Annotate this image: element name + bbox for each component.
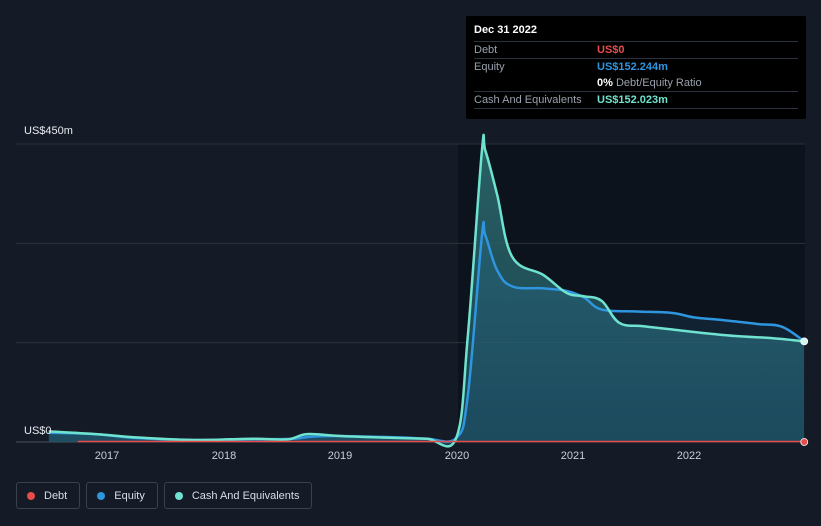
legend-label: Equity xyxy=(114,489,145,502)
chart-areas xyxy=(48,134,805,447)
tooltip-row-cash: Cash And Equivalents US$152.023m xyxy=(474,91,798,109)
tooltip-value: 0% Debt/Equity Ratio xyxy=(597,75,702,91)
tooltip-key: Cash And Equivalents xyxy=(474,94,582,106)
equity-area-fill xyxy=(48,222,805,442)
legend-label: Debt xyxy=(44,489,68,502)
legend-label: Cash And Equivalents xyxy=(191,489,300,502)
data-tooltip: Dec 31 2022 Debt US$0 Equity US$152.244m… xyxy=(466,16,806,119)
tooltip-value: US$152.244m xyxy=(597,61,668,73)
tooltip-row-equity: Equity US$152.244m xyxy=(474,58,798,75)
legend-dot-icon xyxy=(97,491,106,500)
tooltip-key: Equity xyxy=(474,61,505,73)
tooltip-value: US$0 xyxy=(597,44,625,56)
tooltip-row-ratio: 0% Debt/Equity Ratio xyxy=(474,75,798,91)
end-marker-cash-and-equivalents xyxy=(800,337,809,346)
cash-area-fill xyxy=(48,134,805,447)
legend-dot-icon xyxy=(27,491,35,500)
x-tick-2020: 2020 xyxy=(444,450,470,462)
legend-item-equity[interactable]: Equity xyxy=(86,482,158,509)
tooltip-key: Debt xyxy=(474,44,498,56)
tooltip-row-debt: Debt US$0 xyxy=(474,41,798,58)
chart-end-markers xyxy=(800,337,809,446)
y-axis-max-label: US$450m xyxy=(24,125,73,137)
x-tick-2019: 2019 xyxy=(327,450,353,462)
x-tick-2018: 2018 xyxy=(211,450,237,462)
x-tick-2017: 2017 xyxy=(94,450,120,462)
legend-item-cash[interactable]: Cash And Equivalents xyxy=(163,482,313,509)
x-tick-2021: 2021 xyxy=(560,450,586,462)
series-line-cash-and-equivalents xyxy=(48,133,805,448)
y-axis-min-label: US$0 xyxy=(24,425,52,437)
chart-legend: Debt Equity Cash And Equivalents xyxy=(16,482,313,509)
tooltip-date: Dec 31 2022 xyxy=(474,24,537,36)
tooltip-value: US$152.023m xyxy=(597,94,668,106)
ratio-value: 0% xyxy=(597,77,613,89)
legend-dot-icon xyxy=(174,491,183,500)
chart-lines xyxy=(48,133,805,448)
legend-item-debt[interactable]: Debt xyxy=(16,482,81,509)
ratio-label: Debt/Equity Ratio xyxy=(615,77,702,89)
tooltip-key xyxy=(474,75,597,91)
end-marker-debt xyxy=(800,438,809,446)
x-tick-2022: 2022 xyxy=(676,450,702,462)
